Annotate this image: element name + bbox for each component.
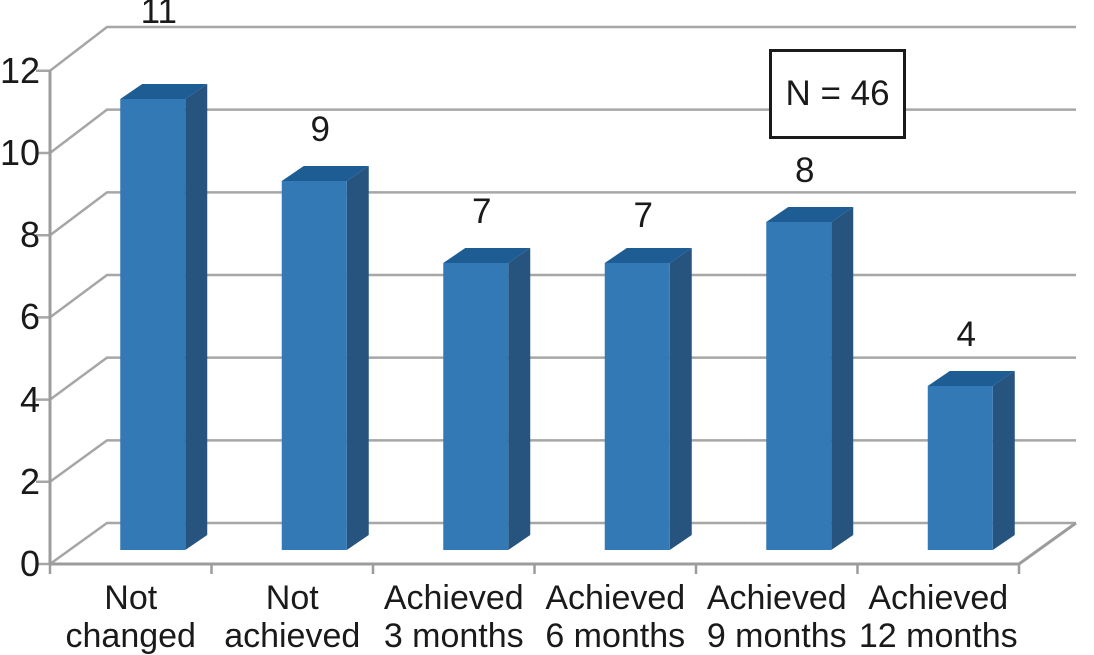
x-label-achieved-12-months: Achieved 12 months xyxy=(823,579,1053,655)
bar-top-face xyxy=(120,84,208,99)
gridline-10 xyxy=(36,108,1076,155)
y-tick-label-6: 6 xyxy=(19,296,40,338)
annotation-box: N = 46 xyxy=(769,49,906,139)
bar-side-face xyxy=(346,166,369,550)
bars xyxy=(120,84,1015,550)
x-label-line2: 3 months xyxy=(383,617,524,655)
x-label-line1: Achieved xyxy=(545,579,686,617)
x-label-line2: achieved xyxy=(224,617,361,655)
x-label-line1: Achieved xyxy=(706,579,847,617)
x-label-achieved-6-months: Achieved 6 months xyxy=(500,579,730,655)
x-label-line1: Achieved xyxy=(383,579,524,617)
value-label-achieved-6-months: 7 xyxy=(633,196,653,235)
y-tick-label-0: 0 xyxy=(19,543,40,584)
y-tick-label-12: 12 xyxy=(0,49,41,91)
bar-achieved-12-months xyxy=(927,371,1015,550)
bar-front-face xyxy=(281,181,347,550)
y-tick-label-8: 8 xyxy=(19,214,40,256)
x-label-not-achieved: Not achieved xyxy=(177,579,407,655)
x-label-achieved-3-months: Achieved 3 months xyxy=(339,579,569,655)
gridline-4 xyxy=(36,356,1076,401)
bar-achieved-3-months xyxy=(443,248,531,550)
gridline-8 xyxy=(36,191,1076,237)
gridline-0 xyxy=(36,521,1076,566)
value-label-achieved-12-months: 4 xyxy=(956,315,976,354)
bar-side-face xyxy=(669,248,692,550)
x-label-not-changed: Not changed xyxy=(16,579,246,655)
annotation-text: N = 46 xyxy=(785,74,890,113)
value-label-achieved-9-months: 8 xyxy=(795,151,815,190)
y-tick-label-10: 10 xyxy=(0,132,41,173)
gridline-6 xyxy=(36,273,1076,319)
bar-not-changed xyxy=(120,84,208,550)
x-label-line2: changed xyxy=(65,617,196,655)
x-label-line1: Not xyxy=(104,579,158,617)
bar-side-face xyxy=(508,248,531,550)
gridline-12 xyxy=(36,25,1076,73)
bar-front-face xyxy=(604,263,670,550)
bar-top-face xyxy=(443,248,531,263)
x-label-line1: Not xyxy=(265,579,319,617)
bar-front-face xyxy=(120,99,186,550)
bar-side-face xyxy=(992,371,1015,550)
x-label-line2: 12 months xyxy=(858,617,1018,655)
y-tick-label-2: 2 xyxy=(19,460,40,502)
bar-side-face xyxy=(831,207,854,550)
x-label-line2: 9 months xyxy=(706,617,847,655)
bar-achieved-6-months xyxy=(604,248,692,550)
value-label-not-achieved: 9 xyxy=(310,110,330,149)
bar-not-achieved xyxy=(281,166,369,550)
value-label-not-changed: 11 xyxy=(140,0,177,31)
bar-top-face xyxy=(281,166,369,181)
axes xyxy=(48,70,1077,574)
x-label-line1: Achieved xyxy=(868,579,1009,617)
bar-front-face xyxy=(443,263,509,550)
bar-top-face xyxy=(604,248,692,263)
x-label-achieved-9-months: Achieved 9 months xyxy=(662,579,892,655)
gridline-2 xyxy=(36,439,1076,484)
y-tick-label-4: 4 xyxy=(19,378,40,420)
gridlines xyxy=(36,25,1076,566)
value-label-achieved-3-months: 7 xyxy=(472,192,492,231)
bar-front-face xyxy=(927,386,993,550)
x-label-line2: 6 months xyxy=(545,617,686,655)
bar-achieved-9-months xyxy=(766,207,854,550)
bar-front-face xyxy=(766,222,832,550)
bar-top-face xyxy=(927,371,1015,386)
bar-side-face xyxy=(185,84,208,550)
bar-top-face xyxy=(766,207,854,222)
